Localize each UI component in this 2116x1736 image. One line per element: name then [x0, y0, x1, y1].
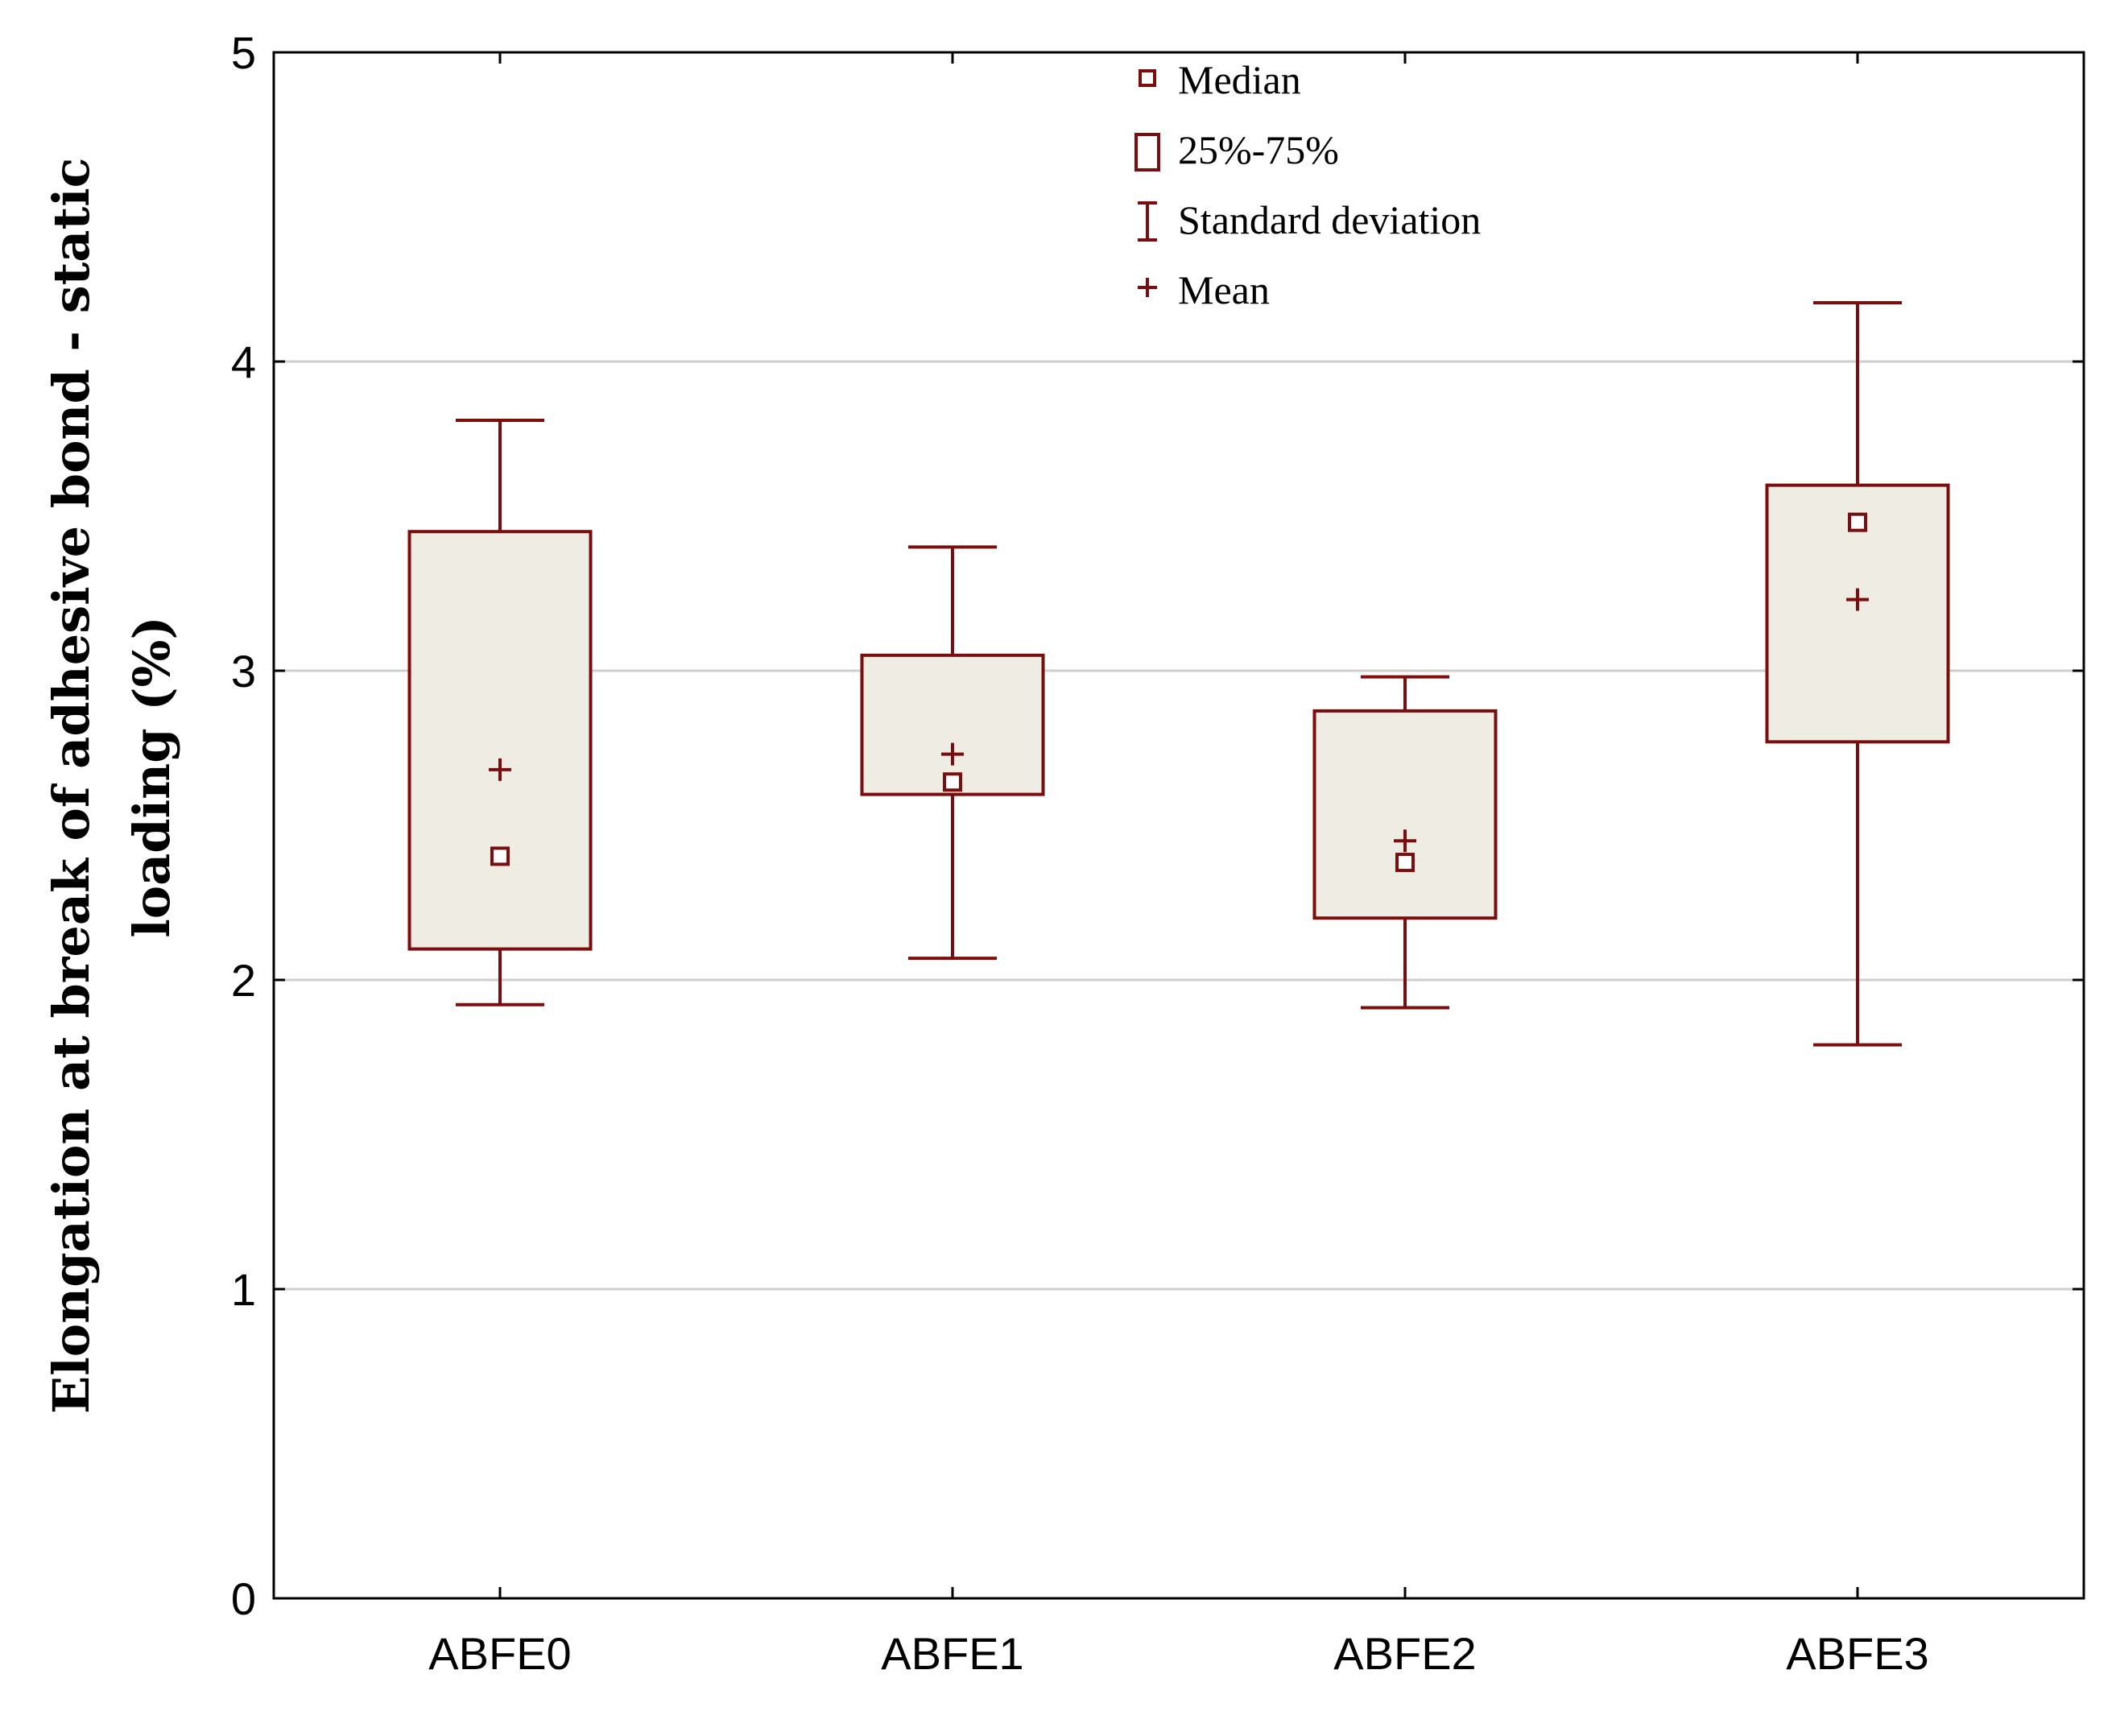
legend-item-box: 25%-75%	[1134, 127, 1339, 172]
box-ABFE0	[407, 418, 593, 1006]
legend-item-median: Median	[1139, 57, 1301, 102]
legend-whisker-symbol	[1138, 201, 1157, 242]
y-tick-label-0: 0	[231, 1573, 256, 1624]
box-series	[407, 301, 1950, 1047]
y-tick-label-1: 1	[231, 1264, 256, 1315]
y-axis-title: Elongation at break of adhesive bond - s…	[42, 140, 181, 1414]
legend: Median 25%-75% Standard deviation Mean	[1134, 57, 1481, 312]
box-ABFE2	[1312, 675, 1498, 1010]
legend-mean-symbol	[1138, 278, 1157, 297]
x-tick-label-ABFE2: ABFE2	[1333, 1628, 1476, 1679]
y-tick-label-2: 2	[231, 955, 256, 1006]
y-axis-title-line-1: Elongation at break of adhesive bond - s…	[42, 158, 101, 1414]
mean-marker	[1846, 588, 1869, 611]
y-tick-label-5: 5	[231, 27, 256, 78]
iqr-box	[1312, 709, 1498, 920]
median-marker	[490, 846, 510, 866]
median-marker	[1395, 853, 1415, 873]
iqr-box	[860, 653, 1045, 796]
plot-frame	[272, 51, 2085, 1600]
legend-label-whisker: Standard deviation	[1178, 197, 1481, 242]
legend-label-median: Median	[1178, 57, 1301, 102]
mean-marker	[941, 742, 964, 766]
legend-median-symbol	[1139, 69, 1156, 87]
legend-box-symbol	[1134, 133, 1160, 172]
box-ABFE3	[1765, 301, 1950, 1047]
mean-marker	[489, 758, 511, 781]
y-tick-label-3: 3	[231, 646, 256, 696]
axis-ticks: 0 1 2 3 4 5 ABFE0 ABFE1 ABFE2 ABFE3	[231, 27, 2084, 1679]
legend-item-whisker: Standard deviation	[1138, 197, 1481, 242]
mean-marker	[1394, 829, 1416, 853]
legend-label-box: 25%-75%	[1178, 127, 1339, 172]
y-tick-label-4: 4	[231, 337, 256, 387]
y-axis-title-line-2: loading (%)	[122, 616, 181, 938]
x-tick-label-ABFE3: ABFE3	[1786, 1628, 1928, 1679]
x-tick-label-ABFE0: ABFE0	[428, 1628, 571, 1679]
x-tick-label-ABFE1: ABFE1	[881, 1628, 1023, 1679]
legend-item-mean: Mean	[1138, 267, 1270, 312]
median-marker	[1848, 512, 1867, 532]
box-ABFE1	[860, 545, 1045, 961]
median-marker	[943, 772, 962, 792]
legend-label-mean: Mean	[1178, 267, 1270, 312]
iqr-box	[407, 530, 593, 951]
